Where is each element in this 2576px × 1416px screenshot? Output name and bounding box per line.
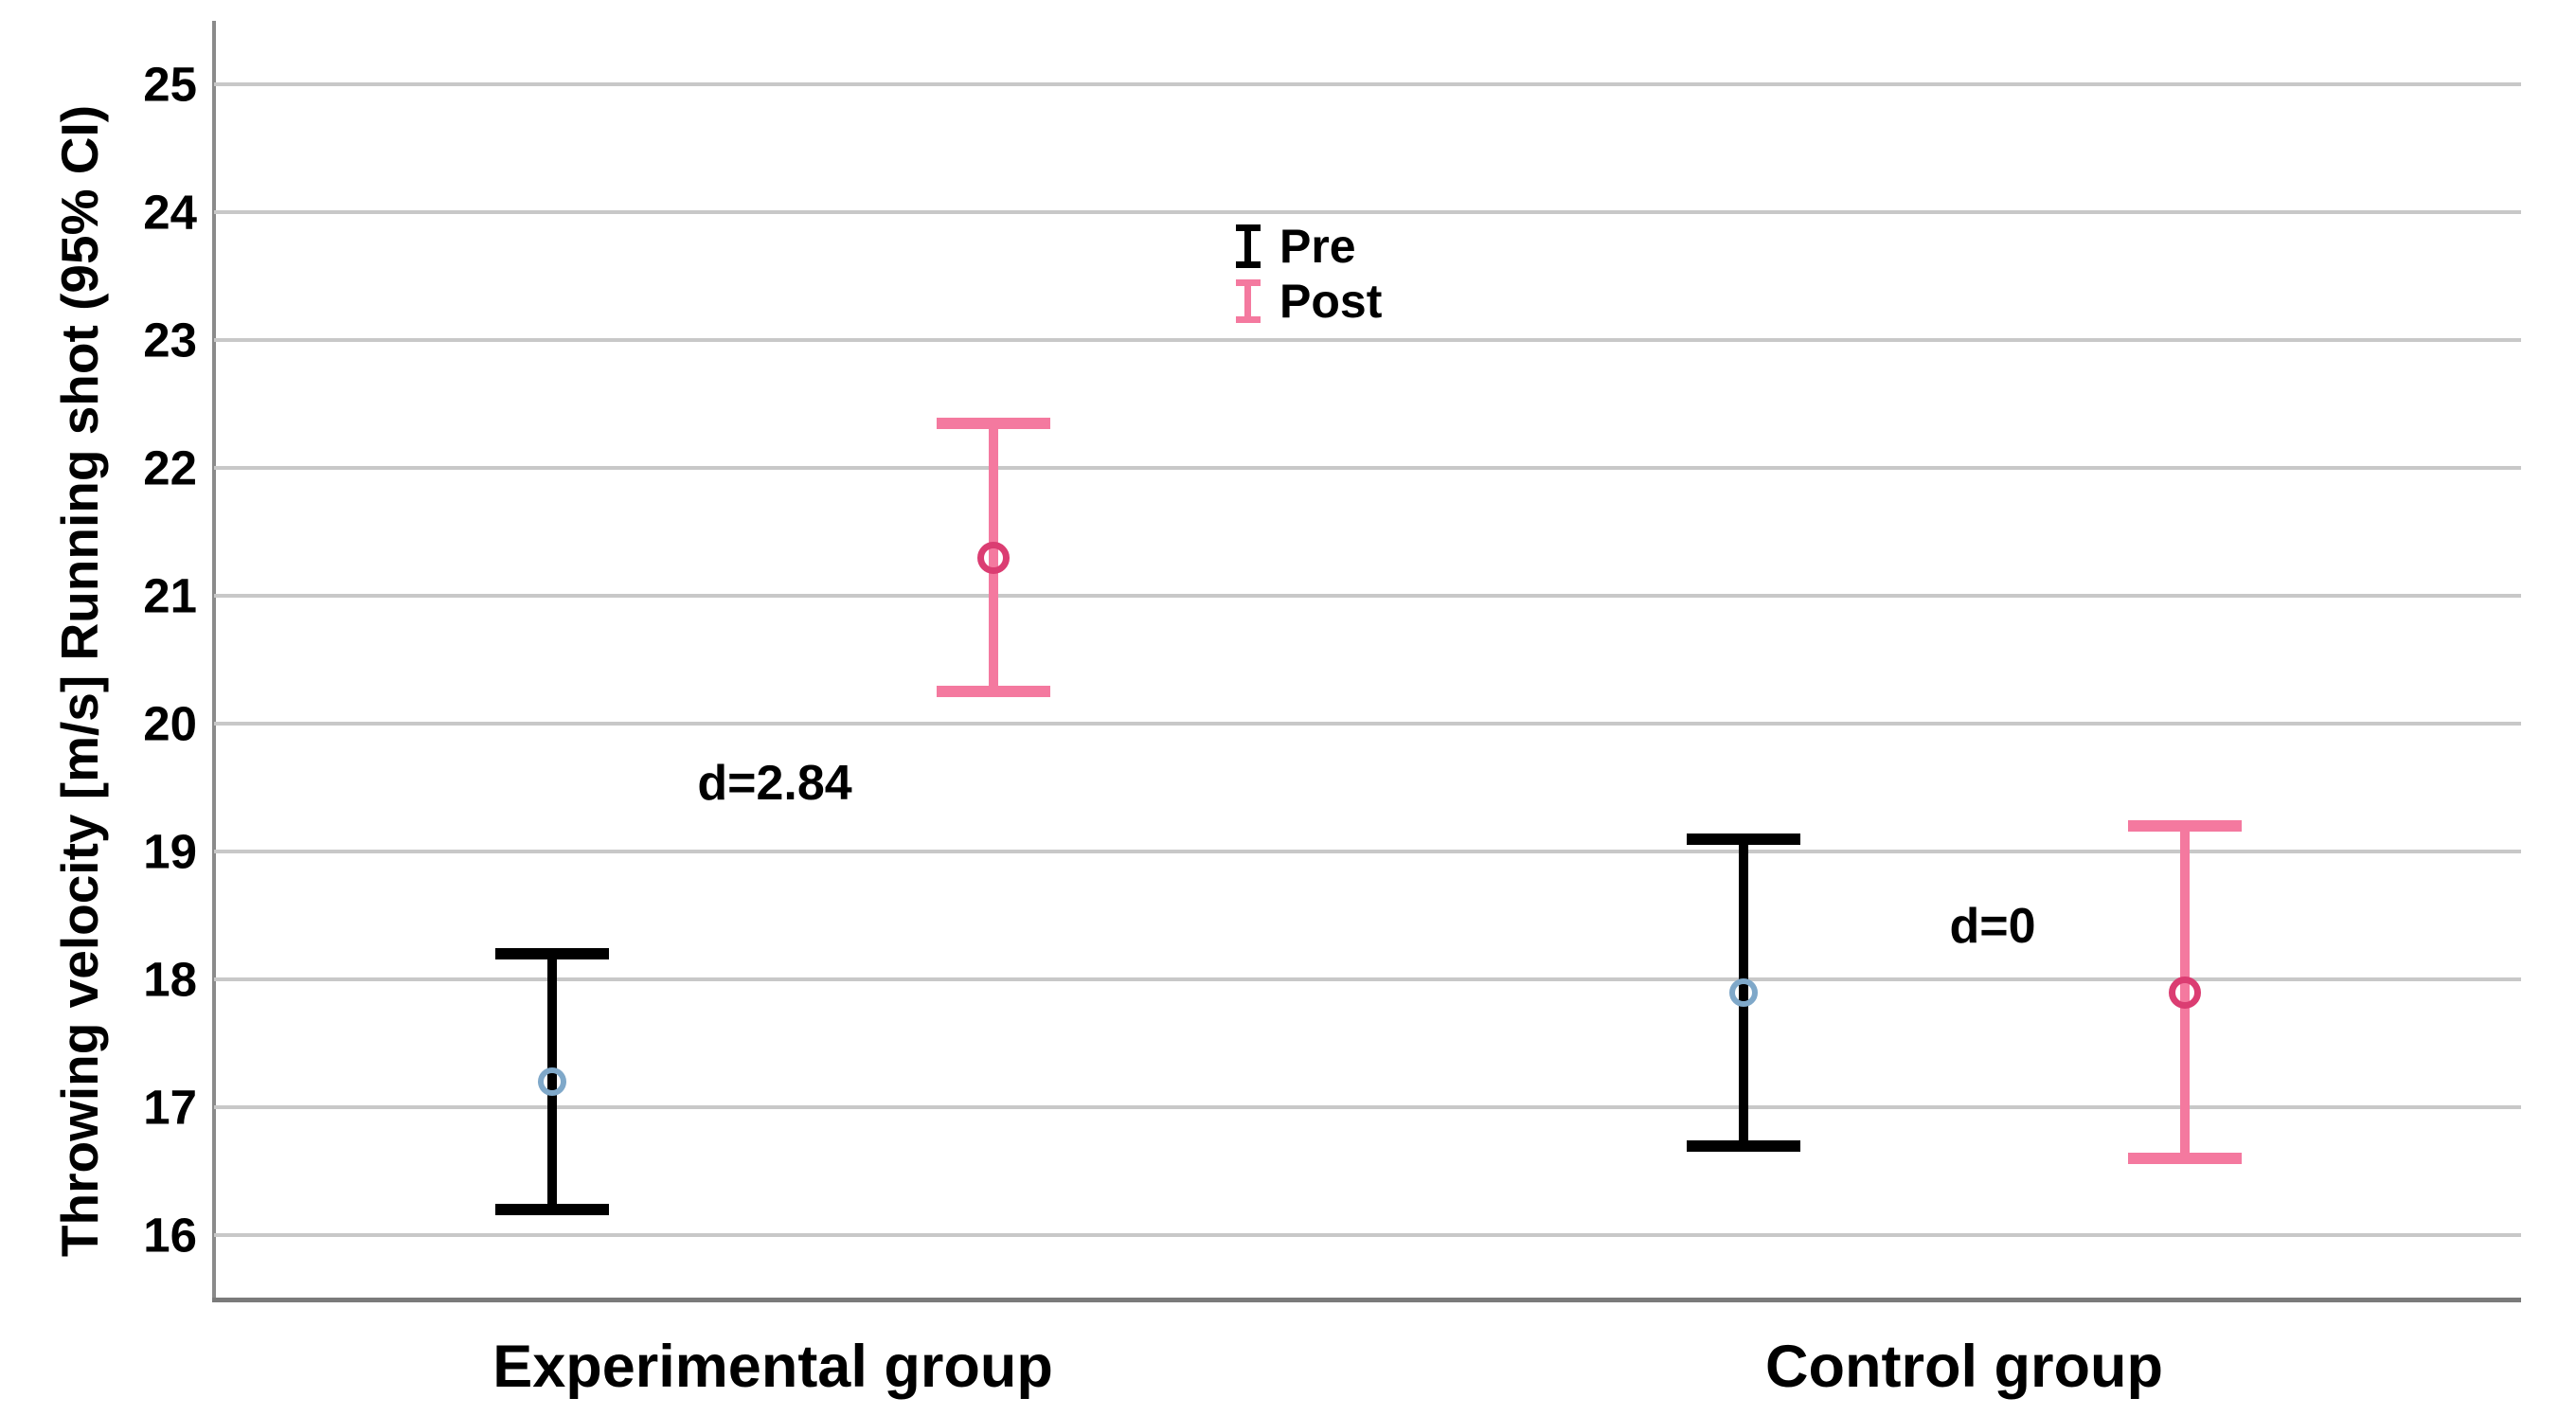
x-category-label-control: Control group — [1765, 1334, 2163, 1400]
gridline-18 — [214, 977, 2521, 981]
pre-errorbar-swatch-icon — [1234, 224, 1262, 268]
mean-marker-pre-experimental — [538, 1067, 566, 1096]
error-bar-cap-bottom-pre-experimental — [495, 1204, 609, 1215]
y-tick-label-18: 18 — [143, 952, 197, 1007]
y-tick-label-22: 22 — [143, 440, 197, 495]
y-tick-label-19: 19 — [143, 824, 197, 879]
post-errorbar-swatch-icon — [1234, 279, 1262, 323]
legend-item-post: Post — [1234, 274, 1382, 329]
gridline-17 — [214, 1105, 2521, 1109]
gridline-20 — [214, 722, 2521, 726]
legend-item-pre: Pre — [1234, 219, 1382, 274]
y-tick-label-16: 16 — [143, 1208, 197, 1263]
effect-size-annotation-control: d=0 — [1949, 899, 2036, 954]
gridline-24 — [214, 210, 2521, 214]
mean-marker-pre-control — [1729, 977, 1758, 1007]
x-axis-line — [212, 1298, 2521, 1302]
gridline-16 — [214, 1233, 2521, 1237]
gridline-21 — [214, 594, 2521, 598]
y-tick-label-17: 17 — [143, 1080, 197, 1135]
legend-label-pre: Pre — [1279, 220, 1356, 273]
y-tick-label-25: 25 — [143, 57, 197, 112]
y-tick-label-20: 20 — [143, 696, 197, 751]
y-tick-label-23: 23 — [143, 313, 197, 367]
y-axis-title: Throwing velocity [m/s] Running shot (95… — [50, 104, 109, 1258]
mean-marker-post-experimental — [977, 541, 1010, 574]
x-category-label-experimental: Experimental group — [492, 1334, 1053, 1400]
effect-size-annotation-experimental: d=2.84 — [697, 756, 852, 811]
gridline-25 — [214, 82, 2521, 86]
legend: Pre Post — [1234, 219, 1382, 329]
gridline-23 — [214, 338, 2521, 342]
y-tick-label-24: 24 — [143, 185, 197, 240]
y-axis-line — [212, 21, 216, 1301]
mean-marker-post-control — [2169, 976, 2201, 1009]
gridline-19 — [214, 850, 2521, 853]
gridline-22 — [214, 466, 2521, 470]
error-bar-cap-bottom-post-experimental — [937, 686, 1050, 698]
error-bar-cap-bottom-post-control — [2128, 1153, 2242, 1164]
error-bar-cap-bottom-pre-control — [1687, 1139, 1800, 1152]
legend-label-post: Post — [1279, 275, 1383, 328]
y-tick-label-21: 21 — [143, 568, 197, 623]
